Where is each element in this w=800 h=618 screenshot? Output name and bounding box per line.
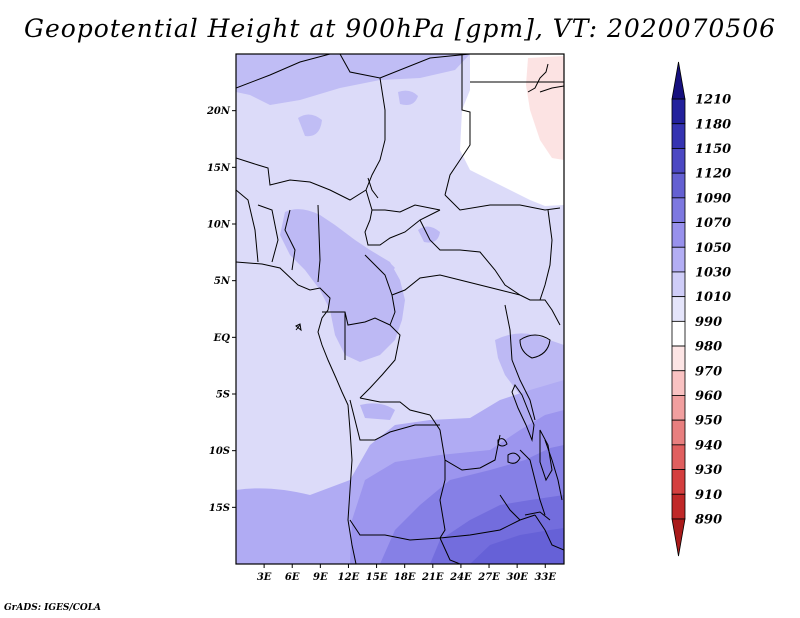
colorbar-swatch <box>671 123 686 149</box>
country-borders <box>236 54 564 564</box>
colorbar-swatch <box>671 148 686 174</box>
colorbar-swatch <box>671 493 686 520</box>
y-tick-label: 10S <box>209 446 230 457</box>
colorbar-label: 1180 <box>695 117 731 132</box>
colorbar-label: 1150 <box>695 142 731 157</box>
x-tick-label: 30E <box>506 572 528 583</box>
colorbar-swatch <box>671 222 686 248</box>
colorbar-label: 1010 <box>695 290 731 305</box>
colorbar-swatch <box>671 345 686 372</box>
colorbar-label: 910 <box>695 488 722 503</box>
y-tick-label: 20N <box>206 106 231 117</box>
colorbar-label: 970 <box>695 364 722 379</box>
x-tick-label: 27E <box>477 572 500 583</box>
footer-credit: GrADS: IGES/COLA <box>4 603 102 613</box>
colorbar-swatch <box>671 246 686 273</box>
shaded-field <box>236 54 564 564</box>
y-tick-label: 5S <box>216 390 230 401</box>
colorbar-label: 1090 <box>695 191 731 206</box>
x-tick-label: 15E <box>366 572 388 583</box>
x-tick-label: 9E <box>313 572 328 583</box>
colorbar-label: 940 <box>695 438 722 453</box>
y-tick-label: 10N <box>207 220 231 231</box>
colorbar-label: 990 <box>695 315 722 330</box>
colorbar-swatch <box>671 444 686 470</box>
colorbar-label: 1030 <box>695 265 731 280</box>
y-tick-label: 15N <box>207 163 231 174</box>
x-tick-label: 18E <box>394 572 416 583</box>
colorbar-label: 1070 <box>695 216 731 231</box>
colorbar-label: 1210 <box>695 93 731 108</box>
y-tick-label: EQ <box>213 333 231 344</box>
x-tick-label: 33E <box>534 572 556 583</box>
y-tick-label: 15S <box>209 503 230 514</box>
colorbar: 1210 1180 1150 1120 1090 1070 1050 1030 1010 990 9… <box>671 61 731 557</box>
map-frame <box>235 53 565 565</box>
colorbar-label: 1120 <box>695 167 731 182</box>
axis-ticks: 3E 6E 9E 12E 15E 18E 21E 24E 27E 30E 33E 20N 15N 10N 5… <box>206 106 556 583</box>
x-tick-label: 12E <box>338 572 360 583</box>
page-title: Geopotential Height at 900hPa [gpm], VT:… <box>23 14 777 43</box>
colorbar-swatch <box>671 271 686 298</box>
y-tick-label: 5N <box>214 276 231 287</box>
colorbar-label: 930 <box>695 463 722 478</box>
colorbar-bottom-arrow <box>671 518 686 557</box>
colorbar-label: 890 <box>695 512 722 527</box>
colorbar-swatch <box>671 469 686 495</box>
colorbar-swatch <box>671 419 686 446</box>
colorbar-label: 980 <box>695 340 722 355</box>
x-tick-label: 24E <box>449 572 472 583</box>
colorbar-top-arrow <box>671 61 686 100</box>
colorbar-swatch <box>671 172 686 199</box>
colorbar-label: 1050 <box>695 241 731 256</box>
colorbar-swatch <box>671 296 686 322</box>
colorbar-swatch <box>671 370 686 396</box>
colorbar-swatch <box>671 98 686 125</box>
x-tick-label: 3E <box>257 572 272 583</box>
colorbar-swatch <box>671 320 686 347</box>
x-tick-label: 21E <box>421 572 444 583</box>
colorbar-swatch <box>671 197 686 223</box>
colorbar-swatch <box>671 395 686 421</box>
x-tick-label: 6E <box>285 572 300 583</box>
colorbar-label: 950 <box>695 414 722 429</box>
colorbar-label: 960 <box>695 389 722 404</box>
